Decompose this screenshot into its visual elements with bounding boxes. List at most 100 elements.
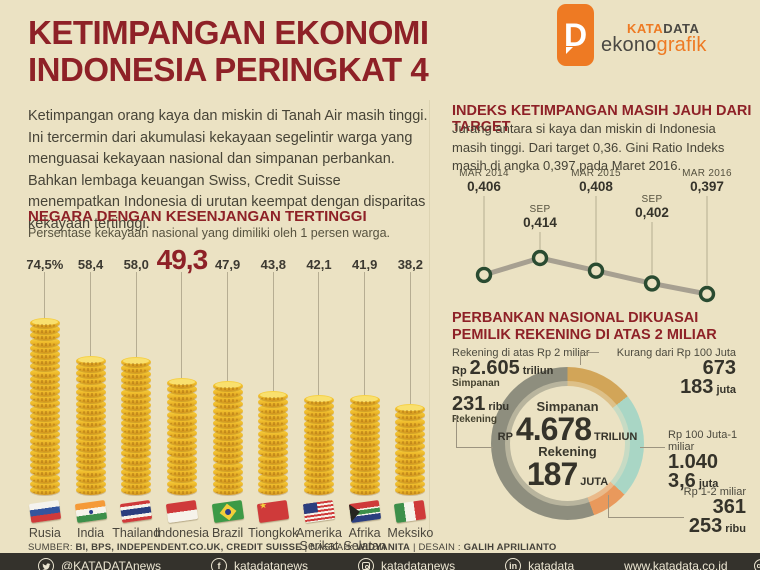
gini-point-label: SEP 0,414 xyxy=(523,204,557,230)
coin-icon xyxy=(29,472,60,483)
coin-icon xyxy=(166,384,197,395)
coin-icon xyxy=(75,429,106,440)
value-leader-line xyxy=(409,272,411,404)
coin-icon xyxy=(29,404,60,415)
coin-icon xyxy=(29,460,60,471)
coin-stack xyxy=(166,378,197,495)
coin-icon xyxy=(258,441,289,452)
coin-icon xyxy=(29,478,60,489)
coin-icon xyxy=(258,416,289,427)
coin-icon xyxy=(121,381,152,392)
coin-icon xyxy=(29,466,60,477)
facebook-handle[interactable]: f katadatanews xyxy=(210,558,308,570)
india-flag-icon xyxy=(74,500,107,523)
coin-icon xyxy=(121,375,152,386)
coin-icon xyxy=(303,437,334,447)
coin-icon xyxy=(29,367,60,378)
coin-icon xyxy=(75,472,106,483)
value-leader-line xyxy=(318,272,320,395)
coin-chart-subtitle: Persentase kekayaan nasional yang dimili… xyxy=(28,226,391,240)
coin-icon xyxy=(258,485,289,495)
afsel-flag-icon xyxy=(348,500,381,523)
coin-icon xyxy=(121,472,152,483)
coin-icon xyxy=(258,478,289,489)
coin-icon xyxy=(75,423,106,434)
coin-icon xyxy=(212,411,243,422)
website-url[interactable]: www.katadata.co.id xyxy=(624,559,728,570)
leader-line xyxy=(580,352,599,353)
coin-icon xyxy=(29,485,60,495)
coin-icon xyxy=(212,387,243,398)
gini-point-label: MAR 2014 0,406 xyxy=(459,168,509,194)
coin-icon xyxy=(29,435,60,446)
country-column: 38,2 Meksiko xyxy=(387,242,433,553)
coin-icon xyxy=(212,393,243,404)
katadata-d-icon: D xyxy=(557,4,594,66)
center-simpanan-label: Simpanan xyxy=(536,398,599,414)
country-value: 41,9 xyxy=(352,257,378,272)
coin-icon xyxy=(212,485,243,495)
page-title: KETIMPANGAN EKONOMI INDONESIA PERINGKAT … xyxy=(28,14,429,88)
coin-icon xyxy=(212,466,243,477)
gini-point-label: MAR 2015 0,408 xyxy=(571,168,621,194)
coin-icon xyxy=(303,449,334,459)
coin-icon xyxy=(29,373,60,384)
coin-icon xyxy=(212,460,243,471)
coin-icon xyxy=(121,436,152,447)
coin-icon xyxy=(395,466,426,477)
coin-icon xyxy=(166,453,197,464)
coin-icon xyxy=(395,441,426,452)
coin-icon xyxy=(395,478,426,489)
twitter-handle[interactable]: @KATADATAnews xyxy=(38,558,161,570)
coin-icon xyxy=(29,441,60,452)
country-value: 58,0 xyxy=(123,257,149,272)
country-value: 74,5% xyxy=(26,257,64,272)
coin-icon xyxy=(258,428,289,439)
coin-icon xyxy=(349,419,380,429)
donut-center-label: Simpanan RP 4.678 TRILIUN Rekening 187 J… xyxy=(497,398,638,492)
coin-icon xyxy=(395,472,426,483)
source-credit-line: SUMBER: BI, BPS, INDEPENDENT.CO.UK, CRED… xyxy=(28,542,557,553)
coin-icon xyxy=(29,417,60,427)
coin-icon xyxy=(121,405,152,416)
country-column: 74,5% Rusia xyxy=(22,242,68,553)
gini-line-chart: MAR 2014 0,406 SEP 0,414 MAR 2015 0,408 SEP 0,4… xyxy=(440,166,760,308)
coin-icon xyxy=(349,461,380,471)
coin-icon xyxy=(75,399,106,409)
coin-icon xyxy=(29,410,60,421)
coin-icon xyxy=(166,485,197,495)
coin-icon xyxy=(303,473,334,483)
country-name: Tiongkok xyxy=(248,526,299,540)
segment-label-1-2miliar: Rp 1-2 miliar 361 253 ribu xyxy=(683,486,746,537)
coin-icon xyxy=(349,485,380,495)
coin-icon xyxy=(75,362,106,373)
coin-icon xyxy=(212,478,243,489)
coin-icon xyxy=(166,478,197,489)
coin-icon xyxy=(75,478,106,489)
coin-icon xyxy=(349,425,380,435)
country-column: 47,9 Brazil xyxy=(205,242,251,553)
meksiko-flag-icon xyxy=(394,500,427,523)
coin-icon xyxy=(212,442,243,453)
linkedin-handle[interactable]: in katadata xyxy=(505,558,574,570)
leader-line xyxy=(608,517,684,518)
country-column: 49,3 Indonesia xyxy=(155,242,209,553)
logo-kata: KATA xyxy=(627,21,664,36)
katadata-logo: D KATADATA ekonografik xyxy=(557,4,757,70)
coin-icon xyxy=(212,448,243,459)
coin-stack xyxy=(349,395,380,495)
coin-icon xyxy=(121,460,152,471)
instagram-handle[interactable]: katadatanews xyxy=(358,558,455,570)
country-value: 49,3 xyxy=(156,244,208,275)
country-column: 42,1 Amerika Serikat xyxy=(296,242,342,553)
country-name: Brazil xyxy=(211,526,244,540)
facebook-icon: f xyxy=(210,558,227,570)
coin-icon xyxy=(75,356,106,366)
coin-icon xyxy=(349,449,380,459)
coin-icon xyxy=(166,434,197,445)
coin-stack xyxy=(258,391,289,495)
coin-icon xyxy=(121,357,152,367)
segment-label-above-2m: Rekening di atas Rp 2 miliar Rp 2.605 tr… xyxy=(452,347,590,425)
coin-icon xyxy=(395,404,426,414)
logo-data: DATA xyxy=(663,21,700,36)
